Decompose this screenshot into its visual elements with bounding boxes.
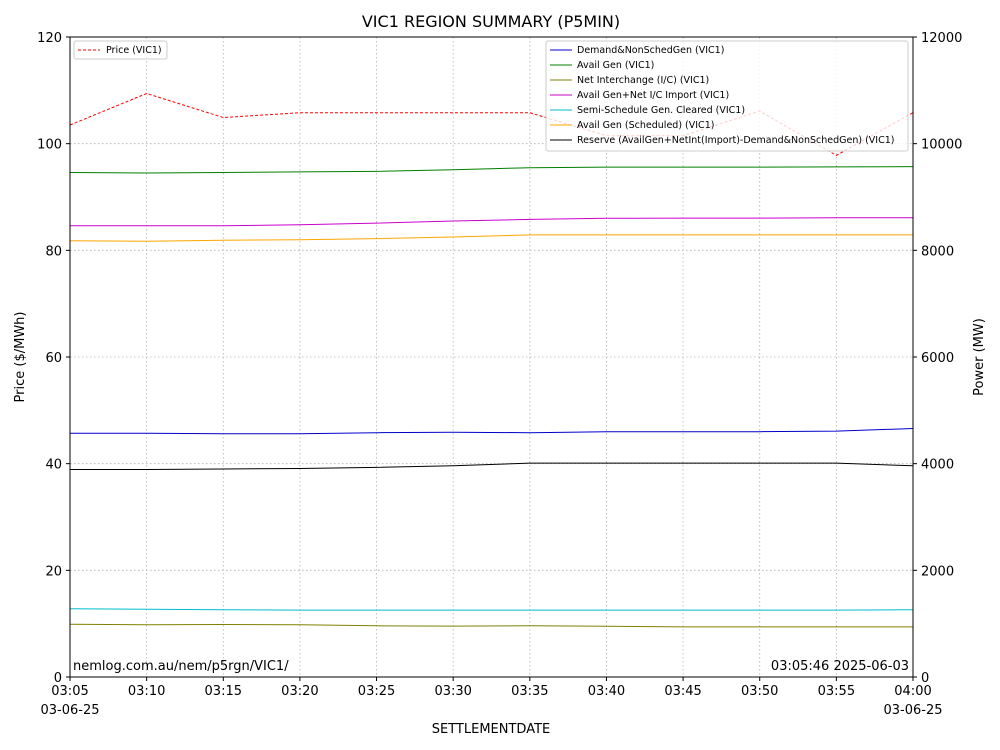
x-tick-label: 03:30 xyxy=(434,684,471,699)
y-tick-label-right: 0 xyxy=(921,671,929,686)
legend-label: Avail Gen+Net I/C Import (VIC1) xyxy=(577,90,729,101)
x-tick-label: 03:05 xyxy=(51,684,88,699)
x-date-last: 03-06-25 xyxy=(883,703,942,718)
legend-label: Semi-Schedule Gen. Cleared (VIC1) xyxy=(577,105,745,116)
x-tick-label: 03:25 xyxy=(358,684,395,699)
x-tick-label: 03:10 xyxy=(128,684,165,699)
x-axis-label: SETTLEMENTDATE xyxy=(432,722,551,737)
series-line xyxy=(69,608,914,611)
series-line xyxy=(69,166,914,174)
legend-label-price: Price (VIC1) xyxy=(106,45,162,56)
y-tick-label-right: 2000 xyxy=(921,564,954,579)
legend-price: Price (VIC1) xyxy=(73,40,168,60)
series-line xyxy=(69,623,913,628)
y-tick-label-left: 20 xyxy=(45,564,62,579)
series-line xyxy=(70,217,913,227)
y-tick-label-left: 120 xyxy=(37,31,62,46)
y-tick-label-left: 100 xyxy=(37,138,62,153)
y-tick-label-left: 60 xyxy=(45,351,62,366)
x-tick-label: 03:45 xyxy=(664,684,701,699)
x-tick-label: 04:00 xyxy=(894,684,931,699)
x-tick-label: 03:35 xyxy=(511,684,548,699)
y-tick-label-right: 6000 xyxy=(921,351,954,366)
legend-box-price xyxy=(73,40,168,60)
y-axis-label-right: Power (MW) xyxy=(972,318,987,396)
x-date-first: 03-06-25 xyxy=(40,703,99,718)
y-tick-label-right: 8000 xyxy=(921,244,954,259)
y-tick-label-left: 80 xyxy=(45,244,62,259)
x-tick-label: 03:40 xyxy=(588,684,625,699)
y-tick-label-right: 4000 xyxy=(921,458,954,473)
y-tick-label-left: 40 xyxy=(45,458,62,473)
y-tick-label-right: 10000 xyxy=(921,138,962,153)
x-tick-label: 03:50 xyxy=(741,684,778,699)
x-tick-label: 03:55 xyxy=(818,684,855,699)
legend-label: Avail Gen (VIC1) xyxy=(577,60,654,71)
chart-title: VIC1 REGION SUMMARY (P5MIN) xyxy=(362,12,620,31)
legend-label: Net Interchange (I/C) (VIC1) xyxy=(577,75,709,86)
series-line xyxy=(70,462,914,470)
legend-box-power xyxy=(545,40,909,152)
y-tick-label-right: 12000 xyxy=(921,31,962,46)
y-tick-label-left: 0 xyxy=(54,671,62,686)
ticks: 03:05 03:10 03:15 03:20 03:25 03:30 03:35 03:40… xyxy=(37,31,962,699)
series-line xyxy=(69,234,913,242)
legend-label: Avail Gen (Scheduled) (VIC1) xyxy=(577,120,714,131)
y-axis-label-left: Price ($/MWh) xyxy=(13,312,28,403)
source-annotation: nemlog.com.au/nem/p5rgn/VIC1/ xyxy=(73,659,289,674)
series-line xyxy=(70,428,914,435)
legend-label: Demand&NonSchedGen (VIC1) xyxy=(577,45,724,56)
x-tick-label: 03:20 xyxy=(281,684,318,699)
legend-label: Reserve (AvailGen+NetInt(Import)-Demand&… xyxy=(577,135,895,146)
x-tick-label: 03:15 xyxy=(205,684,242,699)
legend-power: Demand&NonSchedGen (VIC1) Avail Gen (VIC1… xyxy=(545,40,909,152)
timestamp-annotation: 03:05:46 2025-06-03 xyxy=(771,659,909,674)
